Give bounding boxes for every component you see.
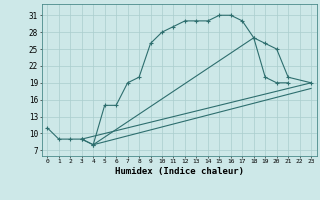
X-axis label: Humidex (Indice chaleur): Humidex (Indice chaleur) [115, 167, 244, 176]
